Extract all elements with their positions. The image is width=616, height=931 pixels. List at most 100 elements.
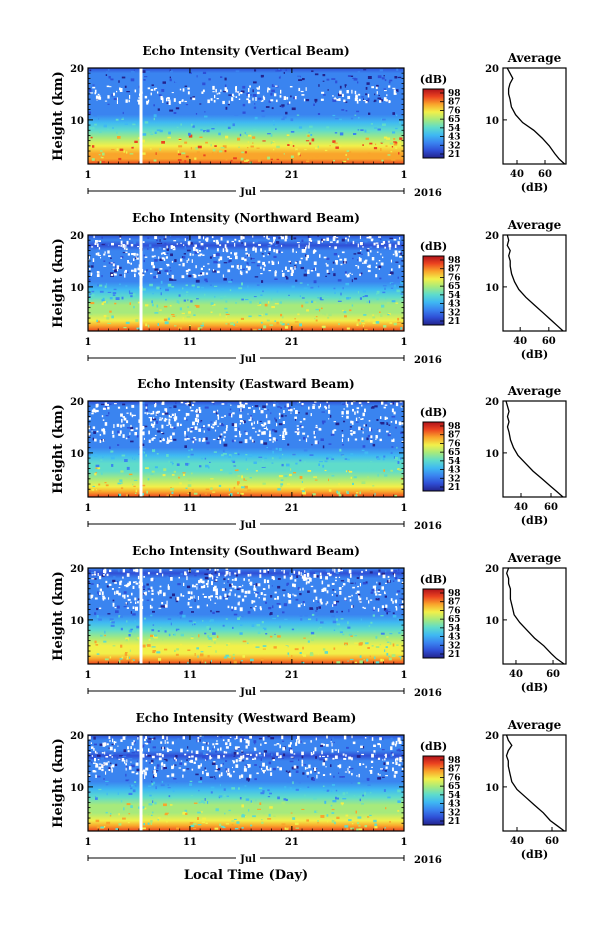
panel-title: Echo Intensity (Southward Beam): [132, 544, 360, 558]
colorbar-tick-label: 43: [448, 800, 461, 810]
colorbar-tick-label: 32: [448, 141, 461, 151]
panel: Echo Intensity (Westward Beam) 20 10 Height…: [51, 711, 567, 883]
profile-x-tick-label: 40: [513, 336, 527, 347]
panel: Echo Intensity (Vertical Beam) 20 10 Height…: [51, 44, 567, 199]
colorbar-tick-label: 21: [448, 317, 461, 327]
x-tick-label: 11: [183, 337, 197, 348]
profile-y-tick-label: 10: [485, 283, 499, 294]
y-tick-label: 20: [70, 397, 84, 408]
y-tick-label: 10: [70, 616, 84, 627]
profile-line: [506, 234, 564, 332]
profile-y-tick-label: 10: [485, 616, 499, 627]
x-tick-label: 11: [183, 670, 197, 681]
colorbar-tick-label: 65: [448, 615, 461, 625]
profile-y-tick-label: 20: [485, 64, 499, 75]
y-axis-label: Height (km): [51, 404, 66, 494]
x-tick-label: 11: [183, 837, 197, 848]
colorbar-tick-label: 65: [448, 448, 461, 458]
x-tick-label: 1: [85, 837, 92, 848]
profile-x-tick-label: 40: [510, 836, 524, 847]
colorbar-tick-label: 21: [448, 483, 461, 493]
profile-y-tick-label: 10: [485, 449, 499, 460]
year-label: 2016: [414, 855, 442, 866]
colorbar-tick-label: 54: [448, 624, 461, 634]
colorbar-tick-label: 87: [448, 598, 461, 608]
profile-x-label: (dB): [521, 348, 548, 361]
profile-y-tick-label: 20: [485, 564, 499, 575]
colorbar-unit: (dB): [420, 740, 447, 753]
month-label: Jul: [239, 687, 256, 698]
panel-title: Echo Intensity (Vertical Beam): [142, 44, 349, 58]
profile-x-tick-label: 60: [538, 169, 552, 180]
profile-y-tick-label: 10: [485, 116, 499, 127]
colorbar-unit: (dB): [420, 406, 447, 419]
colorbar-tick-label: 21: [448, 817, 461, 827]
year-label: 2016: [414, 521, 442, 532]
panel-title: Echo Intensity (Northward Beam): [132, 211, 360, 225]
profile-frame: [502, 567, 567, 665]
profile-x-tick-label: 60: [544, 502, 558, 513]
colorbar-tick-label: 54: [448, 457, 461, 467]
profile-x-label: (dB): [521, 681, 548, 694]
colorbar-tick-label: 65: [448, 782, 461, 792]
x-tick-label: 1: [401, 170, 408, 181]
month-label: Jul: [239, 187, 256, 198]
y-tick-label: 20: [70, 731, 84, 742]
colorbar-tick-label: 98: [448, 89, 461, 99]
plot-frame: [87, 734, 405, 832]
month-label: Jul: [239, 354, 256, 365]
colorbar-tick-label: 65: [448, 282, 461, 292]
x-tick-label: 21: [285, 670, 299, 681]
profile-x-tick-label: 40: [514, 502, 528, 513]
x-tick-label: 11: [183, 503, 197, 514]
profile-x-tick-label: 60: [545, 836, 559, 847]
panel-title: Echo Intensity (Eastward Beam): [137, 377, 354, 391]
x-tick-label: 1: [85, 503, 92, 514]
heatmap-speckle: [88, 568, 405, 665]
x-tick-label: 1: [85, 170, 92, 181]
colorbar-tick-label: 32: [448, 641, 461, 651]
colorbar-tick-label: 43: [448, 633, 461, 643]
colorbar-tick-label: 87: [448, 431, 461, 441]
profile-x-label: (dB): [521, 514, 548, 527]
plot-frame: [87, 234, 405, 332]
colorbar: [422, 255, 445, 326]
profile-title: Average: [507, 718, 562, 732]
colorbar-tick-label: 98: [448, 256, 461, 266]
colorbar-tick-label: 87: [448, 98, 461, 108]
y-tick-label: 10: [70, 449, 84, 460]
profile-x-tick-label: 40: [509, 669, 523, 680]
panel: Echo Intensity (Southward Beam) 20 10 Heigh…: [51, 544, 567, 699]
colorbar-unit: (dB): [420, 73, 447, 86]
colorbar: [422, 755, 445, 826]
y-tick-label: 20: [70, 231, 84, 242]
profile-title: Average: [507, 551, 562, 565]
colorbar-tick-label: 98: [448, 756, 461, 766]
colorbar: [422, 88, 445, 159]
profile-x-label: (dB): [521, 181, 548, 194]
profile-frame: [502, 734, 567, 832]
profile-line: [505, 400, 564, 498]
colorbar-tick-label: 76: [448, 773, 461, 783]
colorbar-tick-label: 54: [448, 791, 461, 801]
panel: Echo Intensity (Eastward Beam) 20 10 Height…: [51, 377, 567, 532]
year-label: 2016: [414, 688, 442, 699]
profile-line: [506, 67, 566, 165]
colorbar-tick-label: 98: [448, 422, 461, 432]
y-axis-label: Height (km): [51, 71, 66, 161]
y-tick-label: 10: [70, 783, 84, 794]
x-tick-label: 11: [183, 170, 197, 181]
colorbar: [422, 421, 445, 492]
plot-frame: [87, 400, 405, 498]
y-axis-label: Height (km): [51, 238, 66, 328]
plot-frame: [87, 567, 405, 665]
y-tick-label: 20: [70, 64, 84, 75]
heatmap-speckle: [88, 68, 403, 164]
colorbar: [422, 588, 445, 659]
y-axis-label: Height (km): [51, 571, 66, 661]
colorbar-tick-label: 76: [448, 439, 461, 449]
profile-y-tick-label: 20: [485, 731, 499, 742]
y-axis-label: Height (km): [51, 738, 66, 828]
x-tick-label: 1: [85, 670, 92, 681]
colorbar-tick-label: 32: [448, 474, 461, 484]
